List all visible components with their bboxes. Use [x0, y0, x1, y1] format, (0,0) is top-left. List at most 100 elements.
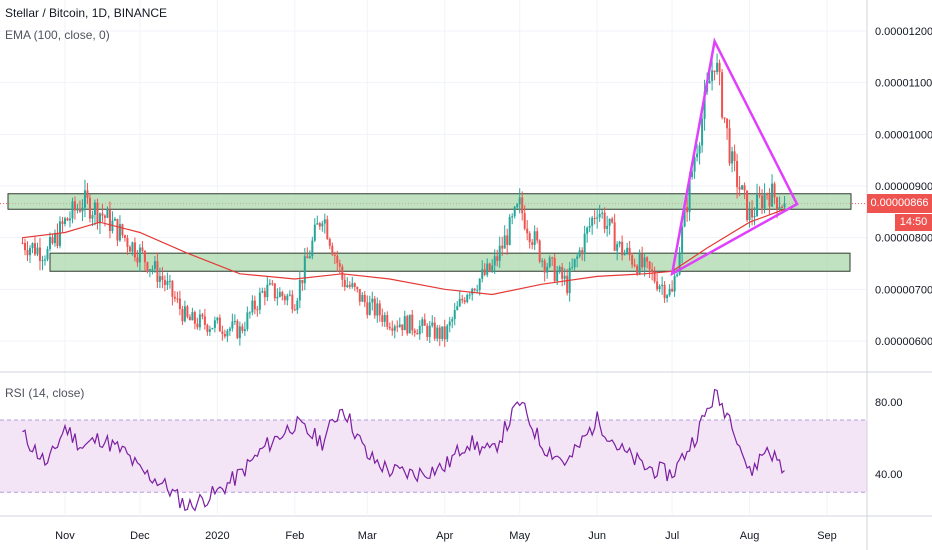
candle-body: [473, 288, 476, 291]
time-tick-label: Feb: [285, 530, 304, 542]
candle-body: [203, 316, 206, 325]
rsi-line: [22, 388, 785, 512]
candle-body: [198, 314, 201, 328]
candle-body: [508, 216, 511, 245]
time-tick-label: May: [509, 530, 530, 542]
candle-body: [271, 283, 274, 285]
candle-body: [113, 218, 116, 221]
candle-body: [191, 312, 194, 321]
triangle-drawing[interactable]: [670, 37, 799, 277]
candle-body: [421, 319, 424, 326]
candle-body: [28, 248, 31, 256]
candle-body: [603, 212, 606, 229]
candle-body: [638, 253, 641, 274]
rsi-tick-label: 80.00: [875, 397, 903, 409]
candle-body: [703, 91, 706, 119]
candle-body: [676, 274, 679, 277]
candle-body: [376, 303, 379, 316]
candle-body: [56, 233, 59, 246]
candle-body: [531, 242, 534, 245]
candle-body: [61, 221, 64, 224]
candle-body: [148, 269, 151, 272]
candle-body: [488, 263, 491, 272]
candle-body: [226, 330, 229, 337]
candle-body: [173, 296, 176, 299]
candle-body: [643, 257, 646, 268]
candle-body: [673, 276, 676, 292]
candle-body: [463, 300, 466, 303]
candle-body: [666, 295, 669, 299]
candle-body: [773, 183, 776, 198]
candle-body: [631, 255, 634, 265]
candle-body: [433, 322, 436, 339]
rsi-band: [0, 420, 867, 493]
candle-body: [156, 261, 159, 282]
candle-body: [623, 252, 626, 256]
candle-body: [281, 292, 284, 297]
candle-body: [391, 328, 394, 331]
candle-body: [731, 151, 734, 164]
candle-body: [31, 243, 34, 249]
candle-body: [653, 271, 656, 282]
candle-body: [101, 213, 104, 216]
candle-body: [171, 280, 174, 297]
time-tick-label: Nov: [55, 530, 75, 542]
candle-body: [238, 326, 241, 339]
candle-body: [66, 218, 69, 221]
candle-body: [771, 183, 774, 207]
candle-body: [721, 72, 724, 118]
candle-body: [443, 326, 446, 340]
candle-body: [378, 303, 381, 316]
candle-body: [33, 243, 36, 255]
candle-body: [536, 231, 539, 241]
price-tick-label: 0.00001200: [875, 26, 932, 38]
candle-body: [223, 333, 226, 337]
candle-body: [301, 279, 304, 284]
candle-body: [761, 195, 764, 209]
candle-body: [756, 194, 759, 216]
candle-body: [466, 294, 469, 303]
candle-body: [521, 197, 524, 214]
candle-body: [326, 219, 329, 240]
candle-body: [648, 261, 651, 270]
candle-body: [46, 249, 49, 260]
candle-body: [26, 250, 29, 256]
candle-body: [738, 187, 741, 190]
candle-body: [591, 217, 594, 226]
candle-body: [328, 239, 331, 246]
candle-body: [86, 190, 89, 198]
candle-body: [481, 269, 484, 279]
candle-body: [701, 118, 704, 146]
candle-body: [516, 204, 519, 208]
candle-body: [78, 208, 81, 212]
candle-body: [693, 157, 696, 172]
candle-body: [686, 207, 689, 213]
time-tick-label: Sep: [817, 530, 837, 542]
candle-body: [88, 197, 91, 219]
candle-body: [136, 257, 139, 263]
candle-body: [456, 306, 459, 311]
candle-body: [21, 242, 24, 244]
candle-body: [753, 215, 756, 218]
symbol-legend[interactable]: Stellar / Bitcoin, 1D, BINANCE: [5, 6, 168, 20]
candle-body: [63, 218, 66, 224]
candle-body: [138, 247, 141, 263]
candle-body: [428, 325, 431, 337]
rsi-legend[interactable]: RSI (14, close): [5, 386, 85, 400]
candle-body: [783, 203, 786, 208]
candle-body: [251, 300, 254, 313]
candle-body: [123, 235, 126, 238]
candle-body: [233, 320, 236, 322]
triangle-pattern: [670, 37, 799, 277]
candle-body: [266, 284, 269, 298]
candle-body: [158, 276, 161, 282]
candle-body: [41, 260, 44, 262]
ema-legend[interactable]: EMA (100, close, 0): [5, 28, 110, 42]
candle-body: [518, 197, 521, 205]
candle-body: [383, 315, 386, 322]
candle-body: [368, 302, 371, 315]
candle-body: [393, 326, 396, 331]
time-tick-label: Jul: [665, 530, 679, 542]
candle-body: [188, 316, 191, 321]
